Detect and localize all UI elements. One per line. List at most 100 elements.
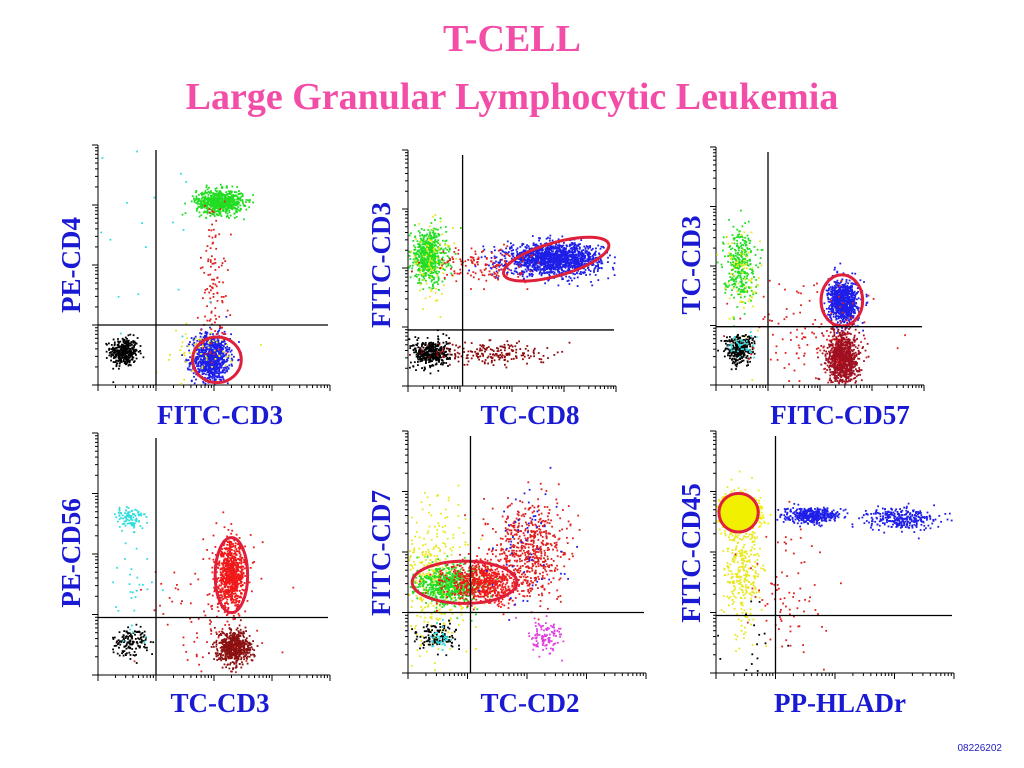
data-point [226,207,229,209]
data-point [225,350,228,352]
data-point [213,356,216,359]
data-point [215,361,217,363]
data-point [212,228,215,231]
data-point [214,362,216,365]
data-point [510,242,512,245]
data-point [588,245,591,248]
data-point [501,249,504,252]
data-point [218,208,220,211]
data-point [211,201,214,203]
data-point [506,245,509,248]
data-point [220,376,223,379]
data-point [217,330,219,333]
data-point [106,343,108,346]
data-point [203,351,206,354]
data-point [181,335,184,338]
data-point [414,235,417,238]
data-point [434,268,436,270]
data-point [528,260,531,262]
data-point [236,202,238,204]
data-point [218,197,220,200]
data-point [204,355,207,358]
data-point [197,363,200,366]
data-point [179,349,182,352]
data-point [598,260,600,263]
data-point [415,273,418,276]
data-point [207,371,210,374]
data-point [224,196,227,199]
data-point [195,191,197,194]
data-point [191,369,194,372]
data-point [453,242,456,245]
dot-cloud [100,150,262,385]
data-point [555,249,558,252]
data-point [201,370,204,373]
data-point [444,240,447,243]
data-point [185,181,188,183]
data-point [527,268,530,271]
data-point [496,272,499,274]
data-point [122,353,125,356]
data-point [121,346,123,349]
data-point [117,295,120,298]
data-point [419,251,422,254]
data-point [224,371,226,374]
data-point [218,194,221,197]
data-point [552,257,555,259]
data-point [205,367,207,370]
data-point [126,358,129,361]
data-point [220,379,222,381]
data-point [414,248,417,251]
data-point [481,251,483,253]
data-point [543,253,546,256]
data-point [208,356,211,359]
data-point [112,367,115,370]
data-point [609,254,611,257]
data-point [199,200,202,202]
data-point [436,240,438,243]
data-point [191,343,194,346]
data-point [428,238,430,241]
data-point [426,269,428,271]
data-point [202,199,205,202]
data-point [519,258,522,261]
data-point [200,355,203,358]
data-point [117,360,120,362]
data-point [483,288,485,291]
data-point [433,276,436,279]
data-point [430,258,433,260]
data-point [490,260,492,263]
data-point [453,270,456,273]
data-point [124,360,126,363]
data-point [224,360,226,363]
data-point [445,231,448,233]
data-point [215,318,217,320]
data-point [131,346,134,349]
data-point [418,262,421,265]
data-point [135,357,138,360]
data-point [429,271,431,274]
data-point [591,247,594,250]
data-point [208,186,210,189]
data-point [199,267,202,270]
data-point [129,344,132,347]
data-point [205,342,208,345]
data-point [245,208,248,211]
data-point [224,295,227,297]
data-point [144,246,147,248]
data-point [186,337,188,340]
data-point [425,254,428,256]
data-point [517,276,520,278]
data-point [436,257,438,259]
data-point [431,279,433,281]
data-point [224,211,227,214]
data-point [208,343,210,346]
data-point [410,361,412,364]
data-point [207,369,209,372]
data-point [449,248,451,251]
data-point [187,345,190,347]
data-point [248,201,251,203]
data-point [420,262,423,265]
data-point [431,287,434,290]
data-point [214,353,217,355]
